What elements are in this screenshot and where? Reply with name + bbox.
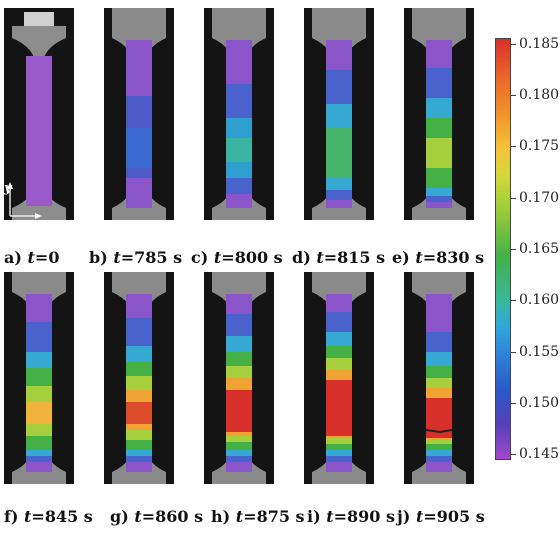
specimen-panel-d — [304, 8, 374, 220]
colorbar-label: 0.170 — [519, 190, 560, 206]
colorbar-label: 0.155 — [519, 344, 560, 360]
colorbar-tick — [510, 403, 516, 404]
colorbar-tick — [510, 95, 516, 96]
specimen-panel-c — [204, 8, 274, 220]
caption-g: g) t=860 s — [110, 507, 204, 526]
caption-c: c) t=800 s — [191, 248, 283, 267]
specimen-panel-a — [4, 8, 74, 220]
colorbar-tick — [510, 198, 516, 199]
colorbar — [495, 38, 511, 460]
caption-e: e) t=830 s — [392, 248, 485, 267]
specimen-panel-j — [404, 272, 474, 484]
colorbar-tick — [510, 146, 516, 147]
axis-x-label: x — [34, 219, 42, 234]
caption-d: d) t=815 s — [292, 248, 386, 267]
colorbar-label: 0.180 — [519, 87, 560, 103]
caption-f: f) t=845 s — [4, 507, 93, 526]
colorbar-tick — [510, 249, 516, 250]
colorbar-label: 0.175 — [519, 138, 560, 154]
specimen-panel-i — [304, 272, 374, 484]
caption-b: b) t=785 s — [89, 248, 183, 267]
specimen-panel-g — [104, 272, 174, 484]
specimen-panel-b — [104, 8, 174, 220]
specimen-panel-f — [4, 272, 74, 484]
caption-j: j) t=905 s — [397, 507, 485, 526]
colorbar-tick — [510, 44, 516, 45]
axis-y-label: y — [4, 181, 12, 196]
colorbar-tick — [510, 352, 516, 353]
colorbar-tick — [510, 454, 516, 455]
specimen-panel-h — [204, 272, 274, 484]
colorbar-label: 0.150 — [519, 395, 560, 411]
caption-h: h) t=875 s — [211, 507, 305, 526]
axis-indicator — [4, 178, 44, 222]
colorbar-label: 0.165 — [519, 241, 560, 257]
caption-i: i) t=890 s — [307, 507, 396, 526]
colorbar-tick — [510, 300, 516, 301]
specimen-panel-e — [404, 8, 474, 220]
colorbar-label: 0.145 — [519, 446, 560, 462]
caption-a: a) t=0 — [4, 248, 60, 267]
colorbar-label: 0.160 — [519, 292, 560, 308]
colorbar-label: 0.185 — [519, 36, 560, 52]
